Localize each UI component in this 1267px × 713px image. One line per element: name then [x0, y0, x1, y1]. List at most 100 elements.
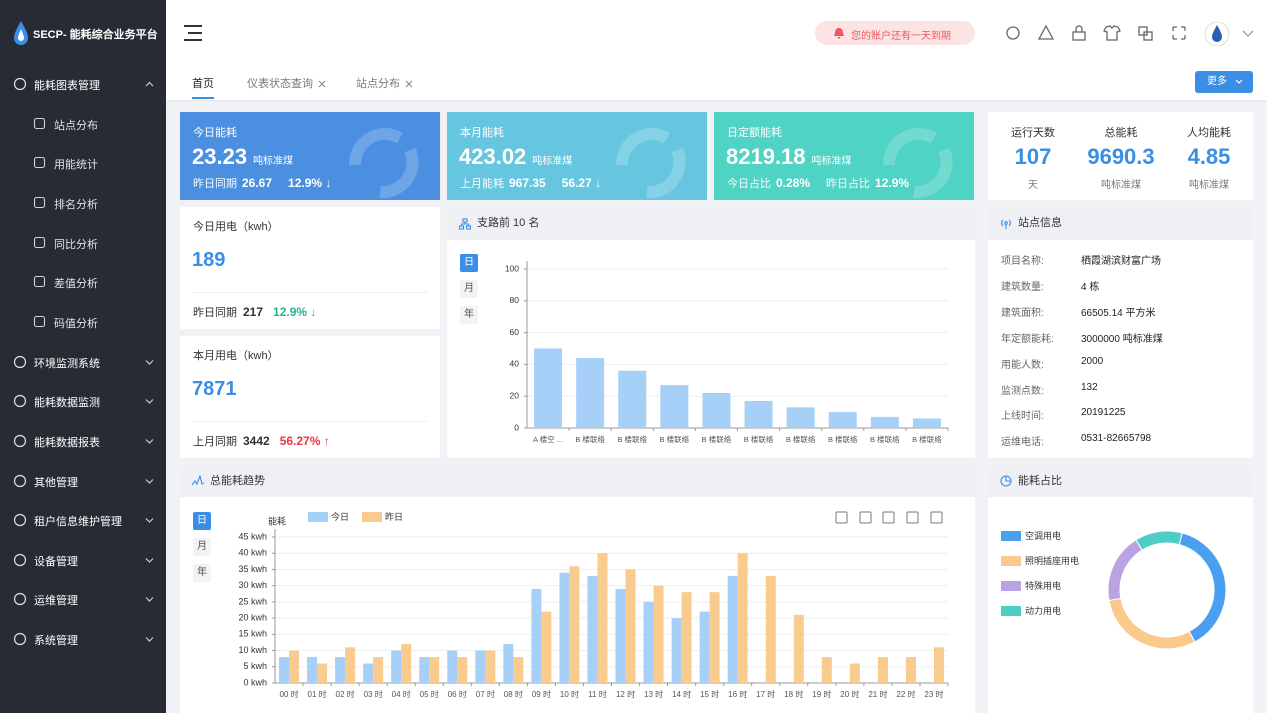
panel-header: 能耗占比 [988, 465, 1253, 497]
tab[interactable]: 仪表状态查询 [247, 75, 326, 91]
tab[interactable]: 站点分布 [356, 75, 413, 91]
more-label: 更多 [1207, 76, 1227, 87]
divider [193, 292, 427, 293]
icon[interactable] [1138, 26, 1148, 36]
bar [373, 657, 384, 683]
stat: 运行天数 107 天 [989, 112, 1077, 200]
icon[interactable] [1103, 25, 1121, 41]
card-decoration [349, 128, 419, 199]
submenu-item[interactable]: 站点分布 [0, 112, 166, 136]
submenu-label: 站点分布 [54, 119, 98, 132]
kpi-card: 本月能耗 423.02 吨标准煤 上月能耗 967.35 56.27 ↓ [447, 112, 707, 200]
sidebar: SECP- 能耗综合业务平台 能耗图表管理 站点分布 用能统计 排名分析 同比分析 差值分… [0, 0, 166, 713]
menu-item[interactable]: 能耗数据监测 [0, 389, 166, 413]
x-tick-label: B 楼联络 [870, 434, 900, 444]
card-footer: 今日占比 0.28% 昨日占比 12.9% [727, 175, 925, 191]
bar [643, 601, 654, 683]
menu-item[interactable]: 系统管理 [0, 627, 166, 651]
bell-icon [834, 28, 844, 39]
menu-label: 其他管理 [34, 476, 78, 489]
compare-value: 217 [243, 305, 264, 319]
bar [419, 657, 430, 683]
usage-footer: 昨日同期 217 12.9% ↓ [193, 304, 316, 320]
submenu-icon [33, 196, 46, 208]
y-tick-label: 30 kwh [238, 580, 267, 590]
menu-label: 环境监测系统 [34, 357, 100, 370]
bar [709, 592, 720, 683]
submenu-item[interactable]: 排名分析 [0, 191, 166, 215]
x-tick-label: 11 时 [588, 689, 607, 699]
footer-label: 昨日占比 [826, 178, 871, 190]
y-tick-label: 15 kwh [238, 629, 267, 639]
tab[interactable]: 首页 [192, 75, 214, 91]
tab-close [405, 80, 413, 88]
bar [744, 400, 773, 428]
kpi-card: 日定额能耗 8219.18 吨标准煤 今日占比 0.28% 昨日占比 12.9% [714, 112, 974, 200]
y-tick-label: 20 [510, 390, 520, 400]
chevron [145, 637, 154, 642]
donut-slice [1107, 539, 1143, 602]
bar [534, 348, 563, 428]
panel-header: 支路前 10 名 [447, 207, 975, 240]
recycle-arc [349, 128, 419, 199]
bar [870, 416, 899, 428]
toolbar-icon [835, 511, 848, 524]
x-tick-label: 17 时 [756, 689, 775, 699]
submenu-item[interactable]: 同比分析 [0, 231, 166, 255]
panel-header: 总能耗趋势 [180, 465, 975, 497]
menu-item[interactable]: 其他管理 [0, 469, 166, 493]
bar [625, 569, 636, 683]
menu-item[interactable]: 租户信息维护管理 [0, 508, 166, 532]
submenu-item[interactable]: 码值分析 [0, 310, 166, 334]
menu-item[interactable]: 运维管理 [0, 587, 166, 611]
legend-label: 照明插座用电 [1025, 555, 1079, 566]
submenu-icon [33, 276, 46, 288]
icon[interactable] [1072, 31, 1086, 41]
pie-icon [1000, 475, 1012, 487]
notice-pill[interactable]: 您的账户还有一天到期 [815, 21, 975, 45]
footer-value: 12.9% ↓ [288, 176, 332, 190]
period-button[interactable]: 日 [460, 254, 478, 272]
more-button[interactable]: 更多 [1195, 71, 1253, 93]
period-button[interactable]: 年 [460, 306, 478, 324]
chevron [145, 557, 154, 563]
icon[interactable] [1037, 24, 1055, 40]
icon[interactable] [1172, 26, 1186, 40]
y-tick-label: 40 [510, 359, 520, 369]
panel-title: 总能耗趋势 [210, 475, 265, 487]
period-button[interactable]: 月 [460, 280, 478, 298]
stat-label: 总能耗 [1104, 127, 1138, 139]
info-value: 132 [1081, 381, 1098, 393]
menu-icon [13, 434, 27, 447]
card-footer: 昨日同期 26.67 12.9% ↓ [193, 175, 347, 191]
menu-toggle[interactable] [184, 24, 204, 42]
period-button[interactable]: 年 [193, 564, 211, 582]
x-tick-label: 10 时 [560, 689, 579, 699]
submenu-item[interactable]: 用能统计 [0, 151, 166, 175]
icon-shape [13, 514, 27, 527]
donut-slice [1178, 532, 1227, 643]
period-button[interactable]: 日 [193, 512, 211, 530]
bar [905, 657, 916, 683]
legend-swatch [1001, 531, 1021, 541]
x-tick-label: B 楼联络 [702, 434, 732, 444]
legend-label: 今日 [331, 511, 349, 522]
menu-label: 设备管理 [34, 555, 78, 568]
trend-icon [192, 475, 204, 486]
x-tick-label: 20 时 [840, 689, 859, 699]
submenu-item[interactable]: 差值分析 [0, 270, 166, 294]
menu-item[interactable]: 能耗数据报表 [0, 429, 166, 453]
menu-item[interactable]: 环境监测系统 [0, 350, 166, 374]
icon[interactable] [1006, 26, 1020, 40]
menu-item[interactable]: 设备管理 [0, 548, 166, 572]
bar [618, 370, 647, 428]
info-label: 项目名称: [1001, 256, 1044, 267]
legend-label: 动力用电 [1025, 605, 1061, 616]
kpi-card: 今日能耗 23.23 吨标准煤 昨日同期 26.67 12.9% ↓ [180, 112, 440, 200]
menu-icon [13, 355, 27, 368]
bar [877, 657, 888, 683]
tree-icon [459, 218, 471, 230]
menu-item[interactable]: 能耗图表管理 [0, 72, 166, 96]
period-button[interactable]: 月 [193, 538, 211, 556]
footer-value: 12.9% [875, 176, 910, 190]
